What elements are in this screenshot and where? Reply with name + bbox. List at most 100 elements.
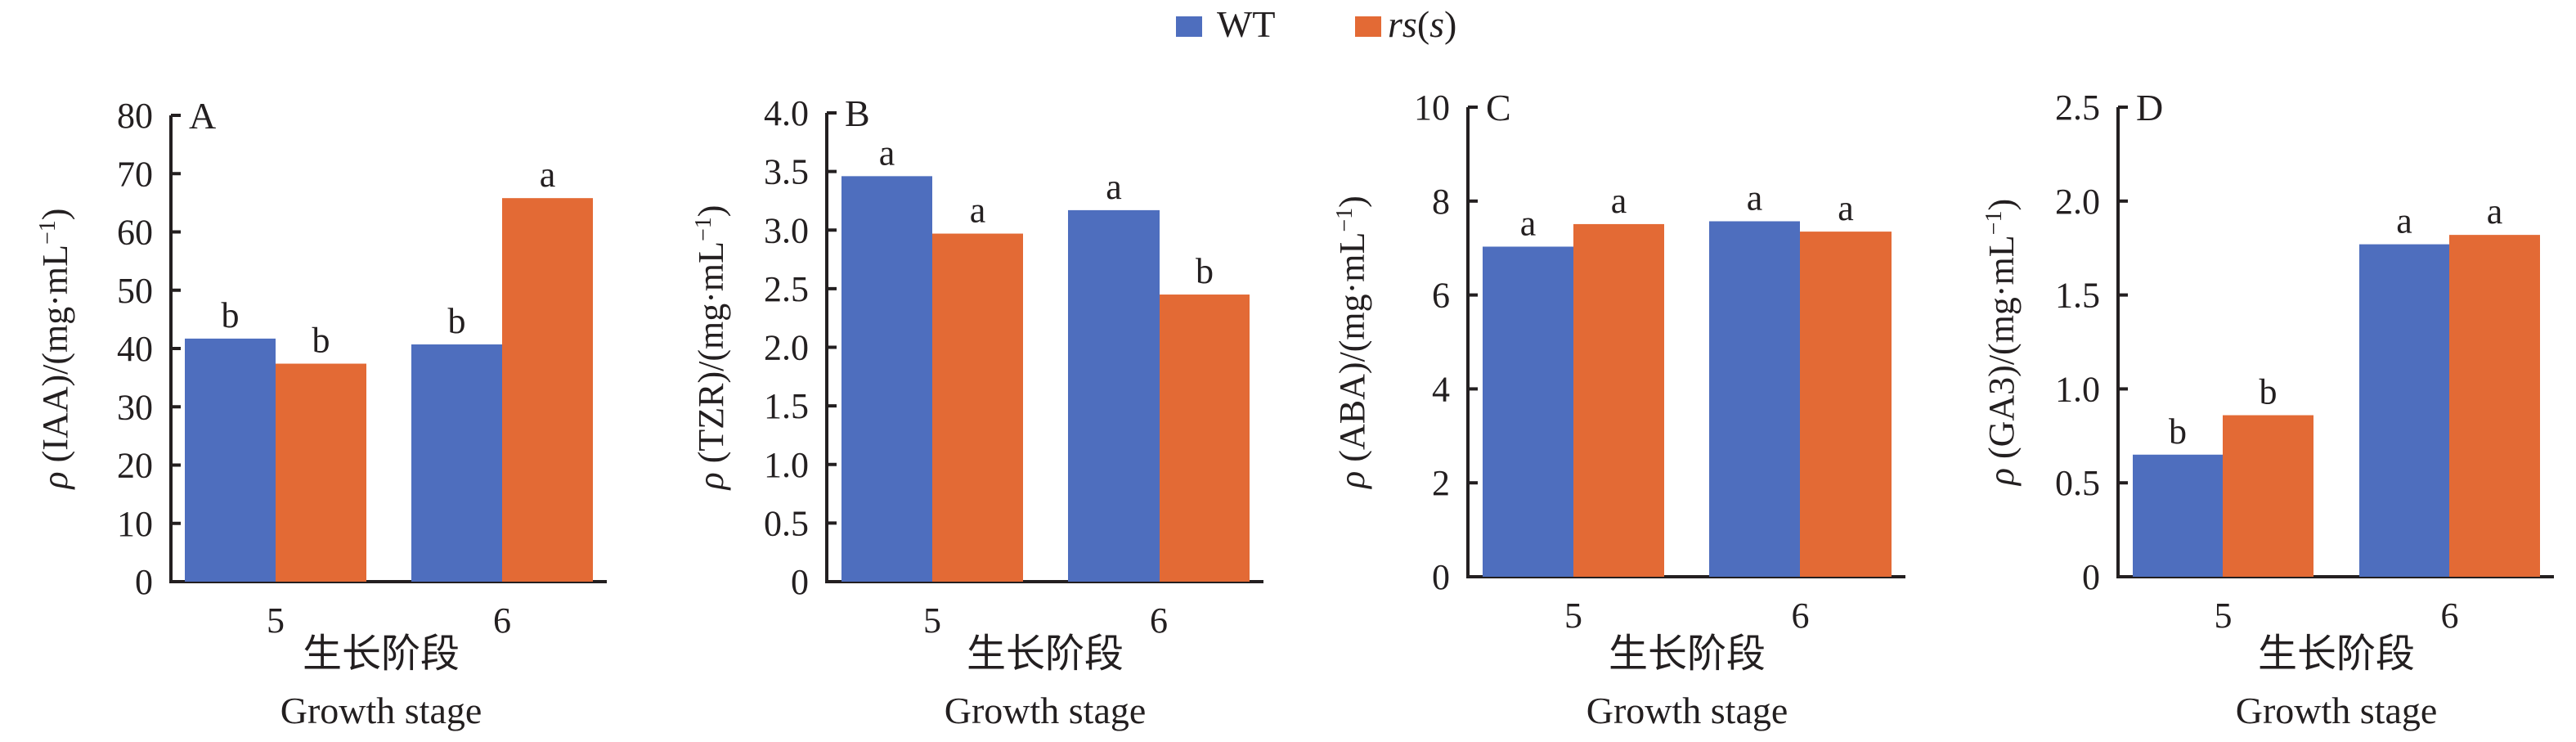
significance-label: b [1196, 251, 1214, 291]
legend-label-part: ( [1417, 3, 1429, 45]
significance-label: a [2396, 201, 2412, 241]
x-tick-label: 5 [1564, 596, 1582, 636]
panel-letter: D [2136, 87, 2163, 128]
y-tick-label: 6 [1432, 276, 1450, 316]
y-axis-label-text: (IAA)/(mg·mL [35, 245, 75, 462]
significance-label: a [1747, 178, 1763, 218]
y-axis-label: ρ (GA3)/(mg·mL−1) [1981, 199, 2022, 487]
bar-rs-s-stage-6 [2449, 235, 2540, 577]
significance-label: a [1611, 181, 1627, 221]
significance-label: a [1838, 188, 1854, 228]
x-tick-label: 6 [493, 600, 511, 641]
legend: WT rs(s) [1176, 3, 1456, 45]
x-tick-label: 5 [2215, 596, 2233, 636]
y-axis-label-symbol: ρ [1981, 459, 2022, 487]
y-tick-label: 70 [117, 154, 153, 194]
legend-label-part: s [1429, 3, 1444, 45]
bar-wt-stage-6 [1068, 209, 1160, 582]
bar-wt-stage-5 [1483, 246, 1573, 577]
bar-wt-stage-6 [1709, 221, 1800, 577]
y-axis-label-symbol: ρ [691, 463, 731, 491]
significance-label: a [1106, 167, 1122, 207]
y-tick-label: 50 [117, 271, 153, 311]
y-axis-label-symbol: ρ [1332, 462, 1372, 490]
y-axis-label-superscript: −1 [1332, 208, 1358, 232]
legend-label-wt: WT [1217, 3, 1276, 45]
significance-label: b [222, 295, 240, 335]
panel-letter: C [1486, 87, 1511, 128]
y-tick-label: 60 [117, 213, 153, 253]
y-tick-label: 10 [1414, 88, 1450, 128]
x-axis-label-chinese: 生长阶段 [2258, 631, 2415, 677]
bar-rs-s-stage-5 [276, 363, 366, 582]
x-tick-label: 6 [2441, 596, 2459, 636]
x-axis-label-english: Growth stage [945, 690, 1147, 731]
y-tick-label: 4.0 [764, 93, 809, 133]
x-axis-label-chinese: 生长阶段 [303, 631, 460, 677]
panel-letter: B [845, 92, 870, 134]
bar-rs-s-stage-5 [1573, 223, 1664, 577]
y-axis-label-text: (TZR)/(mg·mL [691, 241, 731, 463]
legend-label-part: WT [1217, 3, 1276, 45]
panel-letter: A [189, 95, 216, 137]
y-tick-label: 2.5 [764, 269, 809, 309]
panel-b: 0 0.5 1.0 1.5 2.0 2.5 3.0 3.5 4.0 Ba a 5 a b 6 生长阶段 Grow… [691, 92, 1263, 731]
y-axis-label-close: ) [35, 209, 75, 221]
panel-c: 0 2 4 6 8 10 Ca a 5 a a 6 生长阶段 Growth stage ρ (ABA)/(m… [1332, 87, 1905, 731]
significance-label: b [448, 301, 466, 341]
panel-a: 0 10 20 30 40 50 60 70 80 Ab b 5 b a 6 生长阶段 Growth stage… [35, 95, 607, 731]
y-tick-label: 80 [117, 96, 153, 136]
y-tick-label: 1.5 [764, 386, 809, 426]
significance-label: b [2169, 411, 2187, 452]
x-axis-label-english: Growth stage [280, 690, 482, 731]
bar-rs-s-stage-6 [1800, 232, 1892, 577]
y-tick-label: 1.5 [2055, 276, 2100, 316]
y-tick-label: 4 [1432, 369, 1450, 409]
y-tick-label: 2.0 [2055, 182, 2100, 222]
x-axis-label-english: Growth stage [2236, 690, 2438, 731]
bar-rs-s-stage-5 [2223, 415, 2313, 577]
legend-label-rs-s: rs(s) [1388, 3, 1456, 45]
bar-rs-s-stage-5 [932, 233, 1023, 582]
y-tick-label: 10 [117, 504, 153, 544]
y-axis-label: ρ (IAA)/(mg·mL−1) [35, 209, 76, 491]
bar-wt-stage-6 [411, 344, 502, 582]
y-axis-label-text: (ABA)/(mg·mL [1332, 232, 1372, 462]
x-tick-label: 5 [267, 600, 285, 641]
y-tick-label: 0 [1432, 557, 1450, 597]
y-tick-label: 0 [791, 562, 809, 602]
y-tick-label: 3.0 [764, 210, 809, 250]
bar-wt-stage-5 [841, 176, 932, 582]
y-axis-label-superscript: −1 [691, 217, 716, 241]
y-tick-label: 40 [117, 329, 153, 369]
y-tick-label: 0 [2082, 557, 2100, 597]
y-tick-label: 2.0 [764, 328, 809, 368]
legend-label-part: ) [1444, 3, 1456, 45]
y-tick-label: 0 [135, 562, 153, 602]
y-axis-label-close: ) [1332, 196, 1372, 208]
y-tick-label: 8 [1432, 182, 1450, 222]
x-axis-label-english: Growth stage [1586, 690, 1788, 731]
x-axis-label-chinese: 生长阶段 [967, 631, 1124, 677]
y-axis-label-symbol: ρ [35, 462, 75, 490]
y-tick-label: 2.5 [2055, 88, 2100, 128]
bar-wt-stage-6 [2359, 244, 2449, 577]
legend-swatch-wt [1176, 16, 1202, 37]
y-tick-label: 30 [117, 387, 153, 427]
bar-rs-s-stage-6 [502, 198, 593, 582]
y-tick-label: 0.5 [764, 503, 809, 543]
y-tick-label: 1.0 [2055, 369, 2100, 409]
y-tick-label: 0.5 [2055, 463, 2100, 503]
y-axis-label-close: ) [691, 205, 731, 218]
y-axis-label-superscript: −1 [1981, 211, 2007, 236]
legend-swatch-rs-s [1355, 16, 1381, 37]
y-axis-label-text: (GA3)/(mg·mL [1981, 235, 2022, 459]
significance-label: a [2487, 191, 2503, 232]
y-axis-label: ρ (ABA)/(mg·mL−1) [1332, 196, 1373, 490]
bar-wt-stage-5 [2133, 454, 2223, 577]
significance-label: a [540, 155, 556, 195]
bar-rs-s-stage-6 [1160, 295, 1250, 582]
significance-label: a [879, 133, 895, 173]
y-tick-label: 3.5 [764, 152, 809, 192]
